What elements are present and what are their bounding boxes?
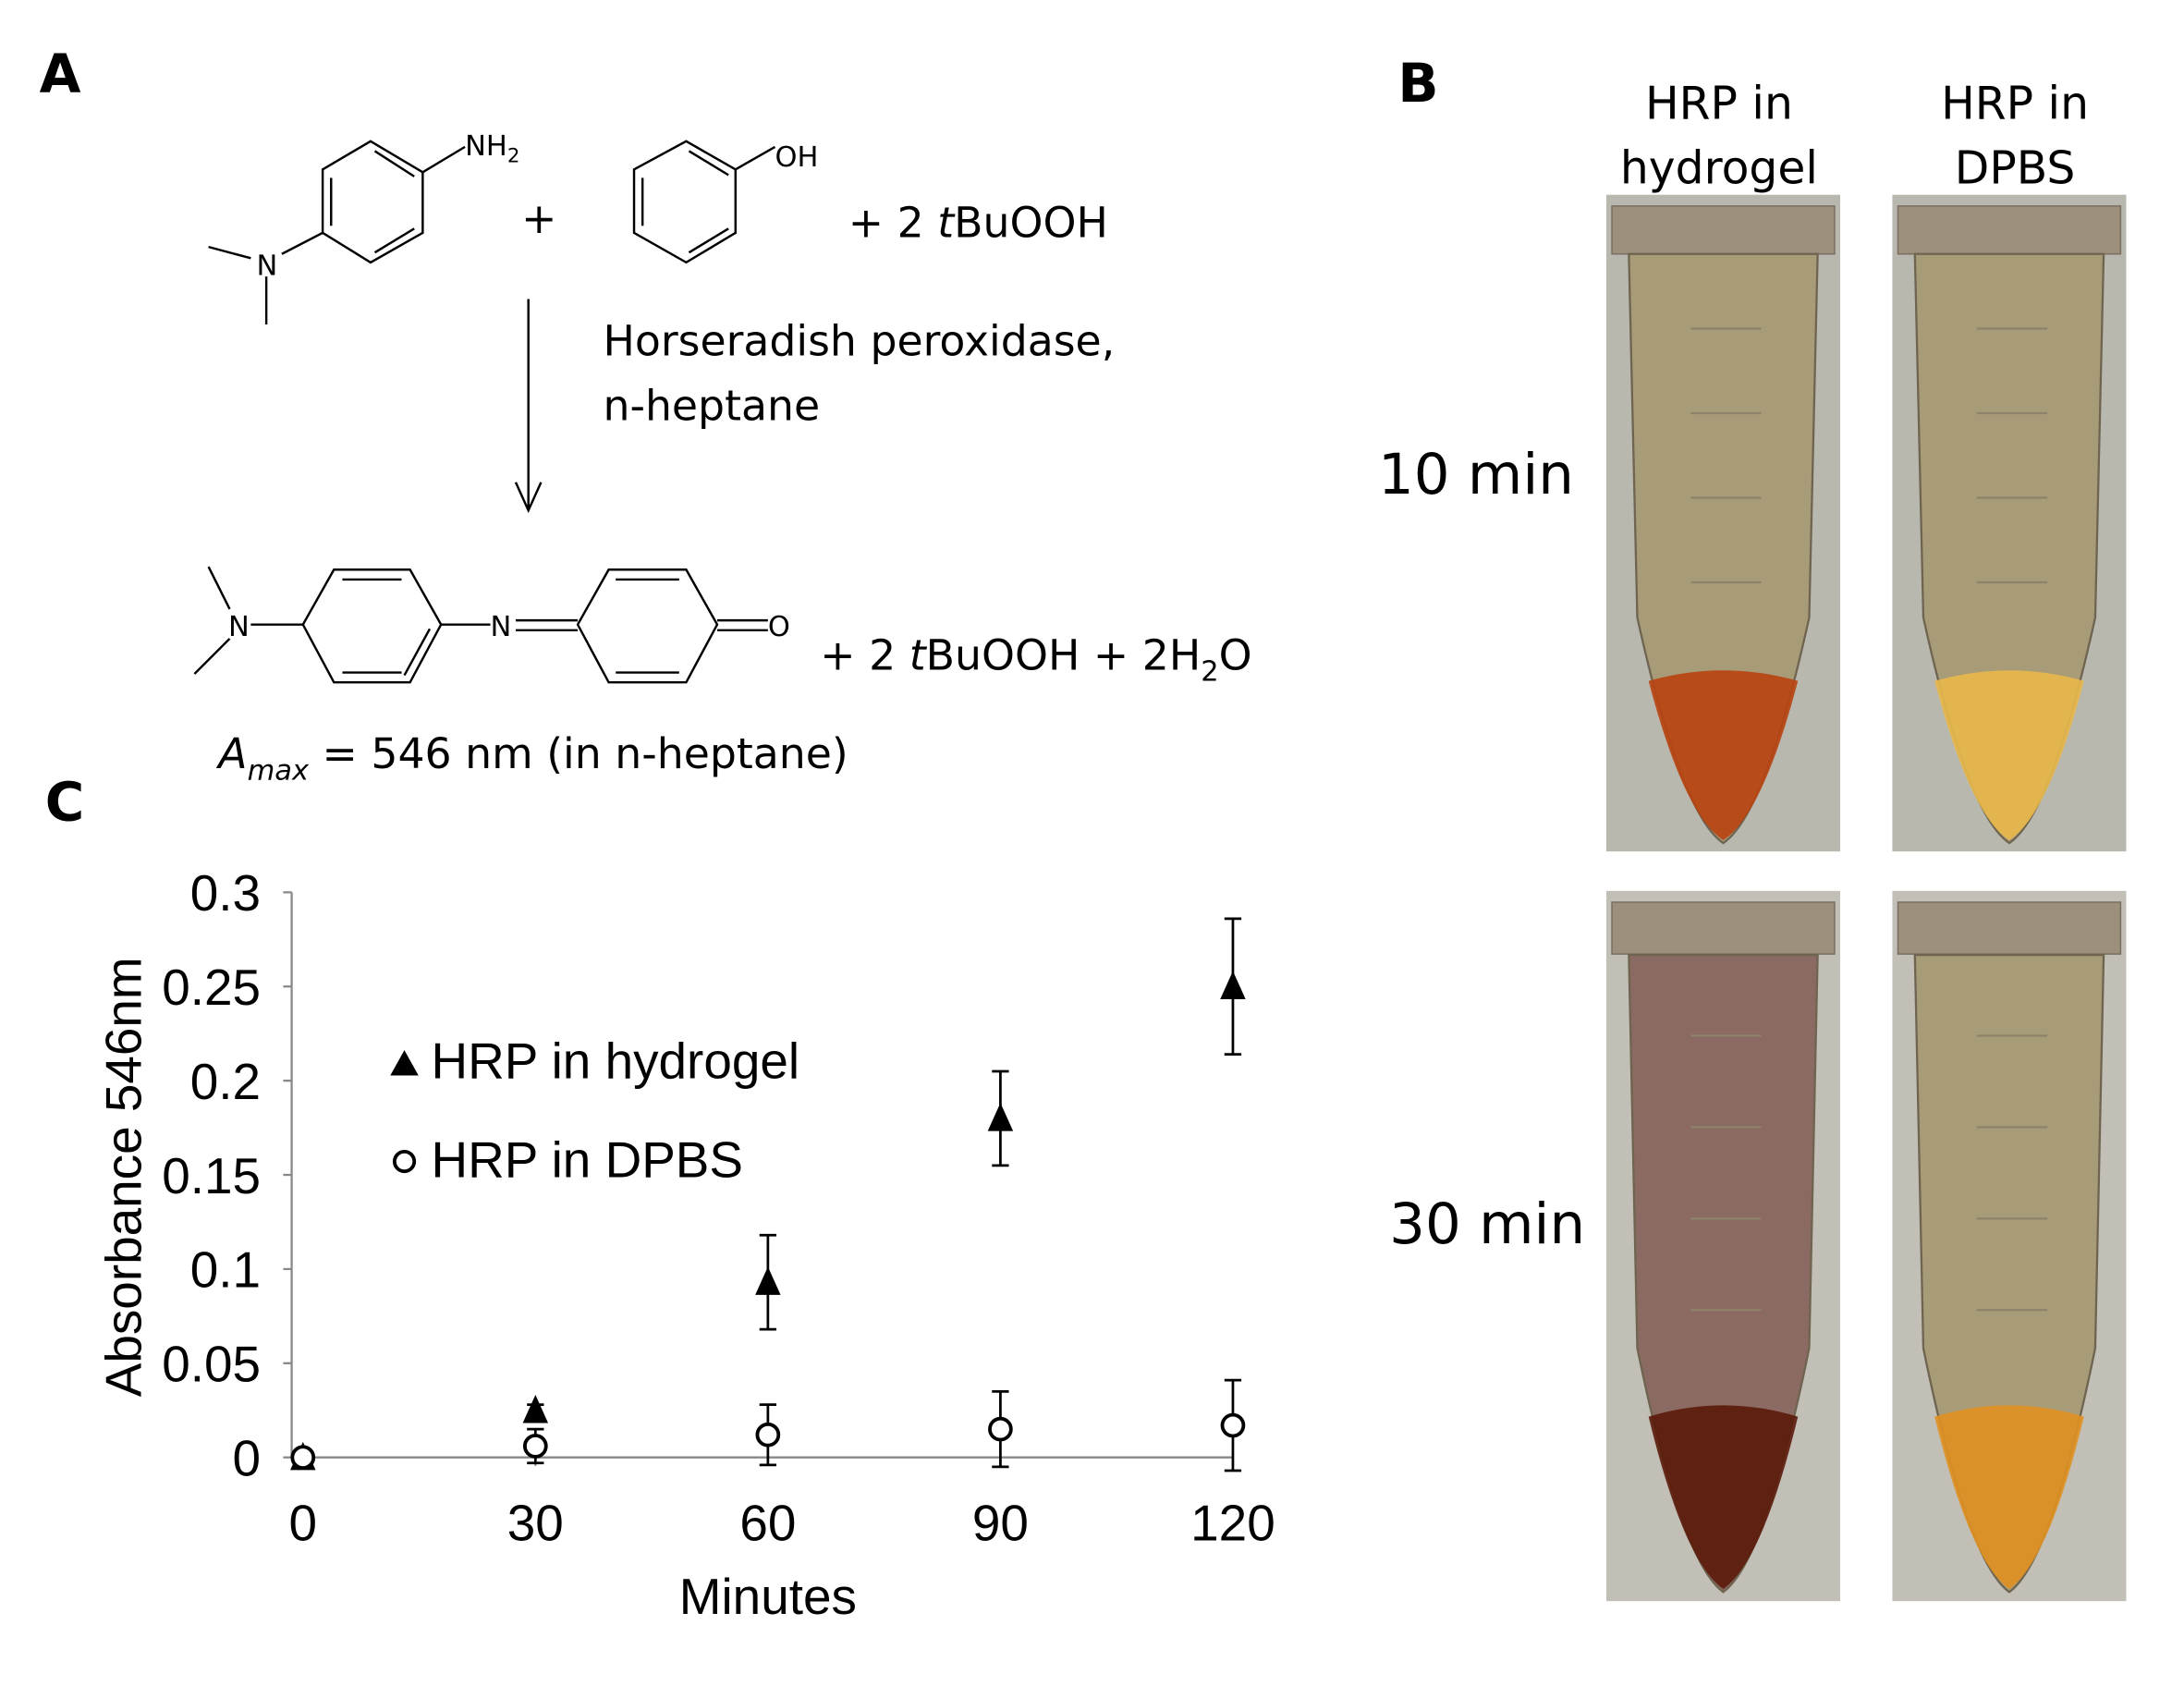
reaction-scheme: N NH2 + OH + 2 tBuOOH Horseradish peroxi… <box>193 130 1252 787</box>
absorbance-chart: Absorbance 546nm Minutes 0 0.05 0.1 0.15 0.2… <box>94 864 1275 1625</box>
reactant-dimethylaminoaniline: N NH2 <box>208 130 519 324</box>
x-tick-label: 60 <box>739 1495 796 1552</box>
atom-n: N <box>228 611 250 643</box>
data-point-dpbs <box>1220 1412 1246 1438</box>
legend-label-hydrogel: HRP in hydrogel <box>432 1032 800 1090</box>
y-tick-label: 0 <box>233 1430 262 1487</box>
panel-label-c: C <box>45 771 85 834</box>
x-tick-label: 0 <box>289 1495 318 1552</box>
panel-label-b: B <box>1397 52 1438 115</box>
data-point-hydrogel <box>522 1394 549 1423</box>
column-label-dpbs-line1: HRP in <box>1941 77 2089 129</box>
data-point-dpbs <box>755 1422 781 1448</box>
y-tick-label: 0.3 <box>190 864 261 922</box>
data-point-hydrogel <box>755 1266 781 1295</box>
tube-liquid <box>1648 1405 1799 1589</box>
product-indophenol: N N O <box>193 566 790 684</box>
data-point-dpbs <box>522 1434 548 1459</box>
tube-photo <box>1605 890 1841 1602</box>
tube-cap-rim <box>1611 901 1836 955</box>
atom-oh: OH <box>775 141 818 174</box>
row-label-10min: 10 min <box>1378 442 1574 507</box>
x-tick-label: 90 <box>972 1495 1029 1552</box>
legend-triangle-marker <box>390 1050 419 1076</box>
reaction-arrow <box>514 299 543 514</box>
tube-cap-rim <box>1897 901 2122 955</box>
tube-cap-rim <box>1897 205 2122 255</box>
row-label-30min: 30 min <box>1389 1191 1585 1257</box>
legend: HRP in hydrogel HRP in DPBS <box>390 1032 800 1188</box>
y-tick-label: 0.25 <box>162 959 261 1016</box>
reagent-tbuooh: + 2 tBuOOH <box>848 198 1108 247</box>
data-point-hydrogel <box>1220 971 1246 999</box>
legend-label-dpbs: HRP in DPBS <box>432 1130 744 1188</box>
tube-liquid <box>1648 670 1799 840</box>
atom-nh2: NH2 <box>465 130 519 168</box>
data-point-dpbs <box>988 1416 1013 1442</box>
y-axis-label: Absorbance 546nm <box>94 957 152 1397</box>
photo-panel: HRP in hydrogel HRP in DPBS 10 min 30 mi… <box>1378 77 2127 1602</box>
panel-label-a: A <box>40 42 81 104</box>
byproducts: + 2 tBuOOH + 2H2O <box>820 630 1251 688</box>
atom-n: N <box>256 250 277 283</box>
tube-photo <box>1892 890 2127 1602</box>
amax-label: Amax = 546 nm (in n-heptane) <box>215 729 848 787</box>
conditions-line-2: n-heptane <box>603 382 820 431</box>
plus-sign: + <box>521 194 556 243</box>
tube-photo <box>1605 194 1841 852</box>
y-tick-label: 0.15 <box>162 1147 261 1204</box>
column-label-hydrogel-line1: HRP in <box>1645 77 1793 129</box>
y-tick-label: 0.2 <box>190 1053 261 1110</box>
atom-n-imine: N <box>491 611 512 643</box>
column-label-hydrogel-line2: hydrogel <box>1620 142 1818 195</box>
y-tick-label: 0.1 <box>190 1241 261 1299</box>
x-tick-label: 120 <box>1190 1495 1275 1552</box>
tube-cap-rim <box>1611 205 1836 255</box>
tube-liquid <box>1934 1405 2084 1589</box>
conditions-line-1: Horseradish peroxidase, <box>603 317 1115 366</box>
tube-liquid <box>1934 670 2084 840</box>
y-tick-label: 0.05 <box>162 1336 261 1393</box>
atom-o: O <box>768 611 790 643</box>
x-tick-label: 30 <box>507 1495 564 1552</box>
legend-circle-marker <box>392 1149 417 1174</box>
data-point-dpbs <box>290 1445 316 1471</box>
column-label-dpbs-line2: DPBS <box>1955 142 2076 195</box>
reactant-phenol: OH <box>632 140 818 264</box>
data-point-hydrogel <box>987 1103 1014 1131</box>
tube-photo <box>1892 194 2127 852</box>
x-axis-label: Minutes <box>679 1568 857 1625</box>
